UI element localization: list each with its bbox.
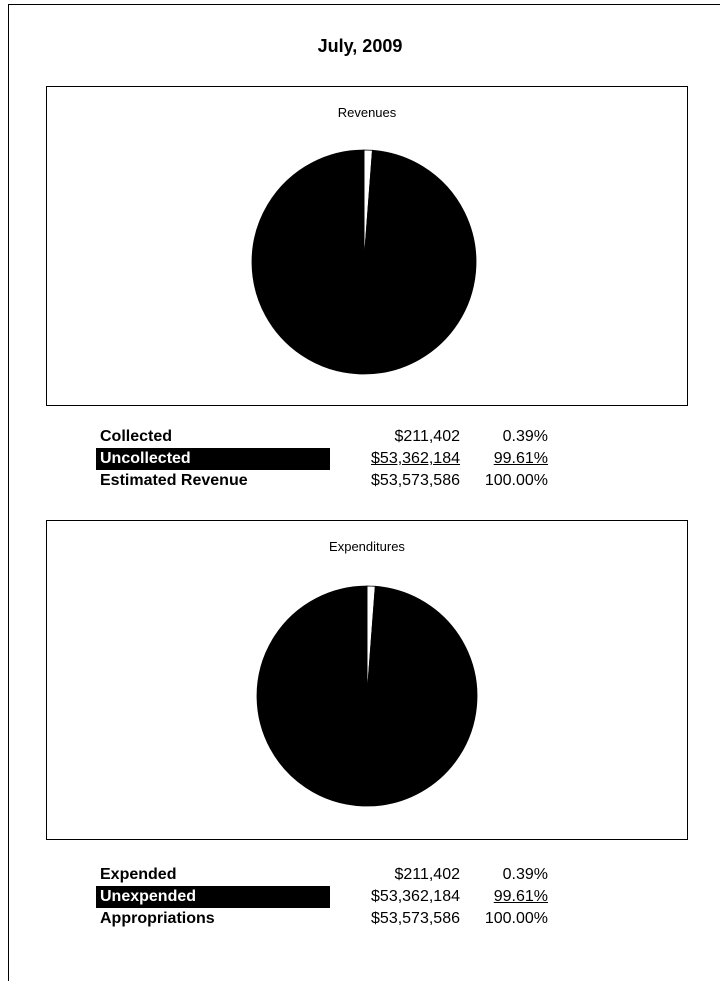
legend-label: Estimated Revenue [100,472,248,489]
pie-slice-unexpended [256,585,478,807]
expenditures-chart-panel: Expenditures [46,520,688,840]
legend-label: Collected [100,428,173,445]
legend-amount: $53,362,184 [371,888,460,905]
revenues-pie-chart [251,149,477,375]
expenditures-chart-title: Expenditures [329,539,405,554]
revenues-chart-panel: Revenues [46,86,688,406]
expenditures-pie-chart [256,585,478,807]
legend-percent: 100.00% [484,472,548,489]
legend-percent: 0.39% [502,866,548,883]
legend-row-uncollected: Uncollected $53,362,184 99.61% [96,448,556,470]
legend-label: Appropriations [100,910,215,927]
legend-row-estimated-revenue: Estimated Revenue $53,573,586 100.00% [96,470,556,492]
legend-label: Uncollected [96,448,330,470]
pie-slice-uncollected [251,149,477,375]
legend-row-collected: Collected $211,402 0.39% [96,426,556,448]
legend-row-expended: Expended $211,402 0.39% [96,864,556,886]
legend-amount: $53,573,586 [371,910,460,927]
legend-percent: 99.61% [493,888,548,905]
legend-amount: $211,402 [394,428,460,445]
page-border [8,4,720,981]
legend-percent: 99.61% [493,450,548,467]
legend-amount: $53,573,586 [371,472,460,489]
legend-label: Unexpended [96,886,330,908]
legend-row-unexpended: Unexpended $53,362,184 99.61% [96,886,556,908]
legend-amount: $211,402 [394,866,460,883]
legend-percent: 100.00% [484,910,548,927]
report-title: July, 2009 [317,36,403,56]
revenues-legend: Collected $211,402 0.39% Uncollected $53… [96,426,556,492]
legend-label: Expended [100,866,177,883]
legend-percent: 0.39% [502,428,548,445]
expenditures-legend: Expended $211,402 0.39% Unexpended $53,3… [96,864,556,930]
legend-amount: $53,362,184 [371,450,460,467]
legend-row-appropriations: Appropriations $53,573,586 100.00% [96,908,556,930]
revenues-chart-title: Revenues [337,105,397,120]
